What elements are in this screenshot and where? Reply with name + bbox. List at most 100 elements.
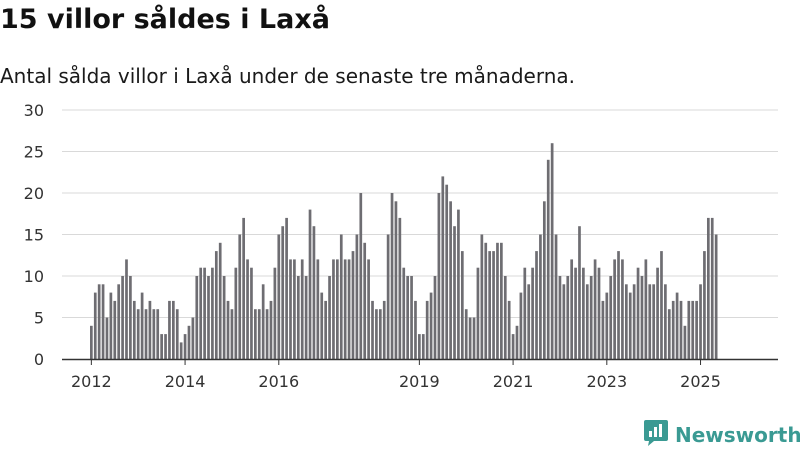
- bar: [191, 317, 195, 359]
- bar: [484, 242, 488, 359]
- bar: [574, 267, 577, 359]
- bar: [230, 309, 234, 359]
- bar: [316, 259, 320, 359]
- bar: [265, 309, 269, 359]
- bar: [562, 284, 566, 359]
- gridlines: [62, 109, 778, 318]
- bar: [605, 292, 609, 359]
- bar: [156, 309, 160, 359]
- bar: [671, 300, 675, 359]
- bar: [695, 300, 698, 359]
- bar: [675, 292, 679, 359]
- bar: [355, 234, 359, 359]
- y-tick-label: 0: [34, 350, 44, 369]
- newsworthy-logo[interactable]: Newsworthy: [643, 419, 800, 451]
- bar: [667, 309, 671, 359]
- bar: [304, 276, 308, 359]
- bar: [523, 267, 527, 359]
- bar: [445, 184, 449, 359]
- bar: [402, 267, 406, 359]
- bar: [578, 226, 581, 359]
- bar: [460, 251, 464, 359]
- bar: [511, 334, 515, 359]
- bar: [148, 300, 152, 359]
- bar: [359, 193, 363, 359]
- y-axis: 0 5 10 15 20 25 30: [24, 101, 44, 369]
- bar: [613, 259, 616, 359]
- bar: [566, 276, 570, 359]
- y-tick-label: 10: [24, 267, 44, 286]
- bar: [390, 193, 394, 359]
- bar: [250, 267, 253, 359]
- bar: [242, 217, 245, 359]
- bar: [558, 276, 562, 359]
- bar: [121, 276, 124, 359]
- bar: [628, 292, 632, 359]
- bar: [113, 300, 117, 359]
- bar: [621, 259, 624, 359]
- bar: [703, 251, 706, 359]
- bar: [687, 300, 691, 359]
- bar: [214, 251, 218, 359]
- bar: [293, 259, 296, 359]
- bar: [515, 325, 519, 359]
- bar: [187, 325, 191, 359]
- bar: [609, 276, 613, 359]
- bar: [172, 300, 175, 359]
- bar: [593, 259, 597, 359]
- bars: [90, 143, 718, 359]
- bar: [429, 292, 433, 359]
- bar: [624, 284, 628, 359]
- bar: [480, 234, 484, 359]
- bar: [285, 217, 288, 359]
- bar: [644, 259, 648, 359]
- bar: [320, 292, 324, 359]
- bar: [531, 267, 534, 359]
- bar: [589, 276, 593, 359]
- y-tick-label: 20: [24, 184, 44, 203]
- bar: [519, 292, 523, 359]
- x-tick-label: 2019: [399, 372, 440, 391]
- bar: [226, 300, 230, 359]
- bar: [683, 325, 687, 359]
- bar: [371, 300, 374, 359]
- bar: [597, 267, 601, 359]
- bar: [328, 276, 331, 359]
- bar: [93, 292, 97, 359]
- bar: [554, 234, 558, 359]
- logo-text: Newsworthy: [675, 423, 800, 447]
- bar: [539, 234, 542, 359]
- bar: [183, 334, 187, 359]
- bar: [476, 267, 480, 359]
- bar: [472, 317, 476, 359]
- bar: [289, 259, 292, 359]
- bar: [179, 342, 183, 359]
- bar: [441, 176, 445, 359]
- bar: [312, 226, 316, 359]
- bar: [300, 259, 304, 359]
- bar: [277, 234, 281, 359]
- x-tick-label: 2021: [493, 372, 534, 391]
- bar: [425, 300, 429, 359]
- x-tick-label: 2012: [71, 372, 112, 391]
- bar: [410, 276, 413, 359]
- bar: [492, 251, 495, 359]
- bar: [168, 300, 171, 359]
- bar: [691, 300, 695, 359]
- bar: [453, 226, 456, 359]
- bar: [234, 267, 238, 359]
- bar: [660, 251, 663, 359]
- bar: [261, 284, 265, 359]
- bar: [105, 317, 109, 359]
- x-tick-label: 2014: [165, 372, 206, 391]
- bar: [211, 267, 214, 359]
- bar: [152, 309, 156, 359]
- bar: [550, 143, 554, 359]
- bar: [382, 300, 386, 359]
- bar: [117, 284, 121, 359]
- last-value-label: 15: [722, 96, 741, 100]
- y-tick-label: 15: [24, 226, 44, 245]
- y-tick-label: 30: [24, 101, 44, 120]
- bar: [546, 159, 550, 359]
